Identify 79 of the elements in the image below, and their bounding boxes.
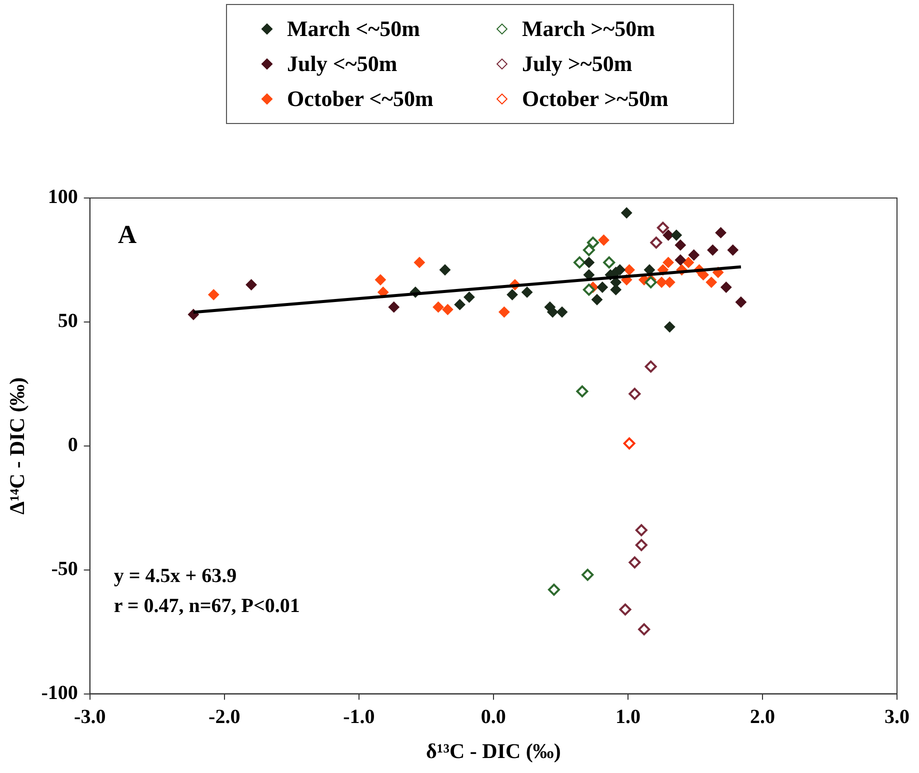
point [735,296,746,308]
point [440,264,450,276]
annotation: A [118,220,137,249]
point [635,524,648,536]
point [414,256,425,268]
point [522,286,533,298]
annotation: y = 4.5x + 63.9 [114,564,237,587]
point [662,256,674,268]
point [682,256,694,268]
y-tick-label: -50 [51,558,78,580]
point [635,539,648,552]
point [707,244,718,256]
y-tick-label: 0 [68,434,78,456]
x-tick-label: -2.0 [208,706,240,728]
point [598,234,610,246]
legend-label: July <~50m [286,50,398,77]
point [638,623,650,636]
annotation: r = 0.47, n=67, P<0.01 [114,594,300,617]
x-tick-label: 3.0 [884,706,910,728]
point [582,284,595,296]
point [548,584,560,596]
point [664,276,676,288]
point [603,256,616,268]
x-tick-label: 2.0 [750,706,775,728]
point [592,294,603,306]
point [656,222,669,234]
x-tick-label: -1.0 [343,706,375,728]
x-tick-label: -3.0 [74,706,106,728]
point [628,556,641,568]
legend-label: March <~50m [286,16,421,42]
point [454,299,466,310]
point [644,276,657,288]
y-tick-label: 100 [48,186,78,208]
point [674,240,686,251]
y-tick-label: 50 [58,310,78,332]
legend-label: March >~50m [521,16,656,42]
y-axis-title: Δ¹⁴C - DIC (‰) [5,377,30,514]
point [388,302,400,313]
point [662,230,674,241]
point [650,236,662,249]
point [621,207,632,218]
point [246,279,257,290]
point [688,250,700,261]
point [720,282,732,293]
point [624,264,635,276]
x-tick-label: 0.0 [480,706,506,728]
point [656,276,668,288]
point [628,388,641,400]
y-tick-label: -100 [41,682,78,704]
point [619,604,632,616]
point [623,437,636,450]
legend-label: October >~50m [521,86,670,112]
point [547,306,558,318]
point [674,254,686,266]
point [596,282,608,293]
legend-label: July >~50m [521,50,634,77]
point [727,244,738,256]
point [670,230,682,241]
point [664,321,676,332]
x-tick-label: 1.0 [615,706,640,728]
point [576,385,588,398]
point [464,292,475,303]
point [582,568,594,581]
point [574,256,586,268]
point [582,244,595,256]
point [644,360,657,373]
point [374,274,386,286]
legend-label: October <~50m [286,86,434,112]
point [442,304,454,316]
point [432,302,444,313]
point [586,236,599,249]
x-axis-title: δ¹³C - DIC (‰) [426,738,561,763]
point [506,289,518,300]
point [556,306,568,318]
point [706,276,717,288]
point [208,289,220,300]
point [498,306,510,318]
point [583,256,594,268]
point [715,227,726,238]
